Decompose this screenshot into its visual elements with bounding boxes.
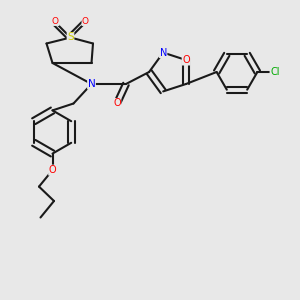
Text: Cl: Cl (270, 67, 280, 77)
Text: O: O (182, 55, 190, 65)
Text: O: O (52, 16, 59, 26)
Text: N: N (160, 48, 167, 58)
Text: S: S (67, 32, 74, 43)
Text: N: N (88, 79, 95, 89)
Text: O: O (82, 16, 89, 26)
Text: O: O (113, 98, 121, 109)
Text: O: O (49, 165, 56, 175)
